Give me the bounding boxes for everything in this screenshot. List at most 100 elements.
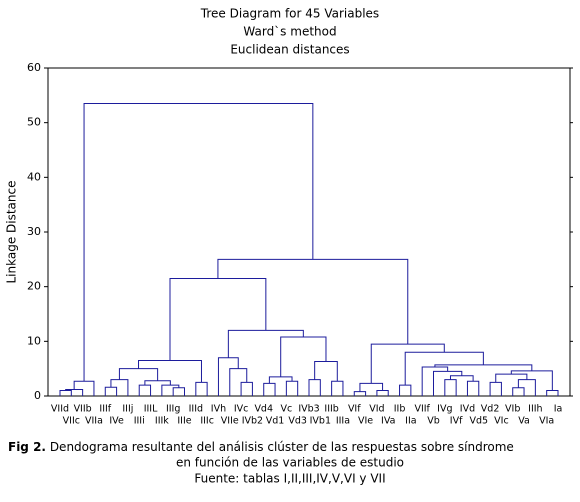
dendrogram-link bbox=[169, 277, 267, 361]
dendrogram-link bbox=[546, 390, 559, 396]
dendrogram-link bbox=[449, 375, 474, 382]
dendrogram-link bbox=[308, 379, 321, 396]
dendrogram-link bbox=[314, 361, 338, 382]
leaf-label: Vd2 bbox=[481, 404, 500, 415]
dendrogram-link bbox=[434, 364, 533, 371]
leaf-label: IIIi bbox=[134, 416, 145, 427]
dendrogram-link bbox=[229, 368, 248, 396]
plot-frame bbox=[47, 67, 571, 397]
dendrogram-link bbox=[195, 381, 208, 396]
leaf-label: VIb bbox=[505, 404, 520, 415]
leaf-label: VId bbox=[369, 404, 384, 415]
leaf-label: IIIa bbox=[336, 416, 350, 427]
leaf-label: IIId bbox=[189, 404, 203, 415]
dendrogram-link bbox=[353, 391, 367, 396]
leaf-label: IIIL bbox=[144, 404, 158, 415]
leaf-label: IVb1 bbox=[310, 416, 331, 427]
caption-label: Fig 2. bbox=[8, 440, 46, 454]
leaf-label: Vb bbox=[427, 416, 440, 427]
leaf-label: VIe bbox=[358, 416, 373, 427]
leaf-label: IVd bbox=[460, 404, 475, 415]
dendrogram-link bbox=[73, 380, 95, 396]
dendrogram-link bbox=[399, 384, 412, 396]
dendrogram-link bbox=[331, 380, 344, 396]
dendrogram-link bbox=[138, 359, 202, 383]
leaf-label: IVe bbox=[109, 416, 124, 427]
dendrogram-link bbox=[359, 382, 384, 392]
dendrogram-link bbox=[376, 390, 389, 396]
dendrogram-link bbox=[268, 376, 293, 384]
dendrogram-link bbox=[104, 386, 118, 396]
y-tick-label: 60 bbox=[27, 61, 41, 74]
dendrogram-link bbox=[489, 381, 502, 396]
dendrogram-link bbox=[227, 329, 304, 358]
leaf-label: Vd1 bbox=[266, 416, 285, 427]
leaf-label: VIId bbox=[51, 404, 69, 415]
dendrogram-link bbox=[217, 258, 409, 345]
caption: en función de las variables de estudio bbox=[176, 456, 404, 470]
dendrogram-link bbox=[217, 357, 239, 396]
leaf-label: IVb3 bbox=[298, 404, 319, 415]
dendrogram-link bbox=[161, 384, 180, 396]
leaf-label: IVh bbox=[211, 404, 226, 415]
dendrogram-link bbox=[172, 387, 185, 396]
dendrogram-link bbox=[240, 381, 253, 396]
leaf-label: Va bbox=[518, 416, 530, 427]
leaf-label: VIIc bbox=[63, 416, 80, 427]
dendrogram-link bbox=[59, 390, 72, 396]
leaf-label: Ia bbox=[554, 404, 563, 415]
leaf-label: VIIa bbox=[85, 416, 103, 427]
y-axis-label: Linkage Distance bbox=[5, 180, 19, 283]
dendrogram-link bbox=[421, 366, 449, 396]
leaf-label: VIf bbox=[348, 404, 361, 415]
dendrogram-link bbox=[83, 103, 314, 382]
leaf-label: IIa bbox=[405, 416, 416, 427]
leaf-label: IIIc bbox=[200, 416, 214, 427]
leaf-label: IVg bbox=[437, 404, 452, 415]
y-tick-label: 30 bbox=[27, 225, 41, 238]
y-tick-label: 0 bbox=[34, 389, 41, 402]
leaf-label: IVb2 bbox=[242, 416, 263, 427]
dendrogram-link bbox=[285, 380, 299, 396]
leaf-label: Vc bbox=[280, 404, 292, 415]
leaf-label: IIIe bbox=[177, 416, 191, 427]
leaf-label: IIIb bbox=[324, 404, 338, 415]
chart-subtitle: Ward`s method bbox=[243, 25, 336, 39]
leaf-label: VIc bbox=[494, 416, 509, 427]
y-tick-label: 40 bbox=[27, 170, 41, 183]
leaf-label: VIIf bbox=[414, 404, 430, 415]
leaf-label: IIIg bbox=[166, 404, 180, 415]
y-tick-label: 50 bbox=[27, 116, 41, 129]
leaf-label: IIb bbox=[394, 404, 406, 415]
leaf-label: IVa bbox=[381, 416, 395, 427]
dendrogram-link bbox=[144, 380, 171, 386]
dendrogram-link bbox=[280, 336, 327, 377]
leaf-label: VIIb bbox=[74, 404, 92, 415]
leaf-label: IVc bbox=[234, 404, 249, 415]
leaf-label: Vd5 bbox=[469, 416, 488, 427]
dendrogram-link bbox=[263, 382, 276, 396]
leaf-label: VIIe bbox=[221, 416, 239, 427]
leaf-label: VIa bbox=[539, 416, 554, 427]
dendrogram-link bbox=[370, 343, 445, 384]
caption: Fig 2. Dendograma resultante del análisi… bbox=[8, 440, 514, 454]
dendrogram-link bbox=[110, 379, 129, 396]
caption-text: Dendograma resultante del análisis clúst… bbox=[46, 440, 514, 454]
leaf-label: IIIf bbox=[99, 404, 111, 415]
chart-subtitle: Euclidean distances bbox=[230, 43, 349, 57]
caption: Fuente: tablas I,II,III,IV,V,VI y VII bbox=[194, 472, 385, 486]
dendrogram-link bbox=[404, 351, 484, 386]
leaf-label: IIIh bbox=[528, 404, 542, 415]
leaf-label: Vd4 bbox=[254, 404, 273, 415]
dendrogram-link bbox=[138, 384, 152, 396]
dendrogram-link bbox=[118, 368, 159, 381]
leaf-label: IIIk bbox=[155, 416, 169, 427]
dendrogram-link bbox=[444, 379, 457, 396]
leaf-label: Vd3 bbox=[288, 416, 307, 427]
y-tick-label: 20 bbox=[27, 280, 41, 293]
leaf-label: IVf bbox=[450, 416, 463, 427]
dendrogram-link bbox=[512, 387, 525, 396]
dendrogram-link bbox=[466, 380, 480, 396]
chart-title: Tree Diagram for 45 Variables bbox=[200, 7, 379, 21]
